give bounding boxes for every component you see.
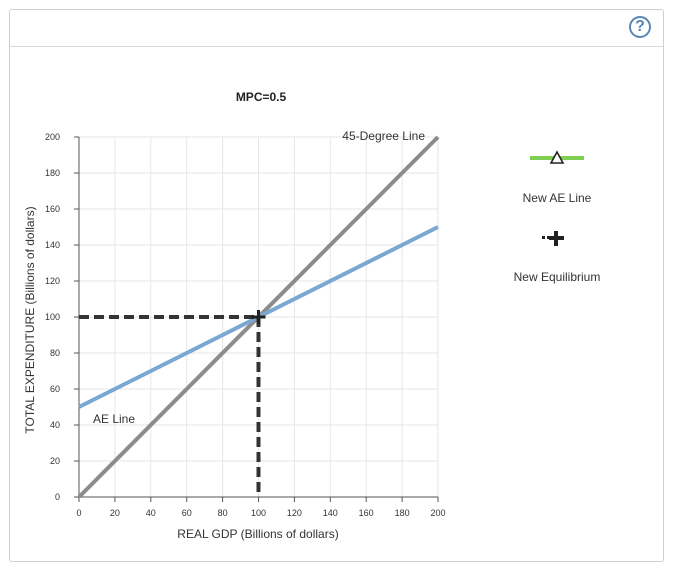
y-tick-label: 20 bbox=[50, 456, 60, 466]
y-tick-label: 60 bbox=[50, 384, 60, 394]
degree-45-line-label: 45-Degree Line bbox=[342, 129, 425, 143]
equilibrium-marker-icon bbox=[542, 231, 564, 246]
x-tick-label: 140 bbox=[323, 508, 338, 518]
y-tick-label: 140 bbox=[45, 240, 60, 250]
x-tick-label: 80 bbox=[218, 508, 228, 518]
y-tick-label: 180 bbox=[45, 168, 60, 178]
chart-title: MPC=0.5 bbox=[236, 90, 287, 104]
y-tick-label: 100 bbox=[45, 312, 60, 322]
new-ae-line-label: New AE Line bbox=[523, 191, 592, 205]
question-panel: ? bbox=[9, 9, 664, 562]
x-axis-label: REAL GDP (Billions of dollars) bbox=[177, 527, 338, 541]
x-tick-label: 0 bbox=[76, 508, 81, 518]
y-tick-label: 40 bbox=[50, 420, 60, 430]
equilibrium-guides bbox=[79, 310, 266, 497]
y-tick-label: 160 bbox=[45, 204, 60, 214]
x-tick-label: 20 bbox=[110, 508, 120, 518]
x-tick-label: 160 bbox=[359, 508, 374, 518]
x-tick-label: 180 bbox=[395, 508, 410, 518]
help-button[interactable]: ? bbox=[629, 16, 651, 38]
x-tick-label: 60 bbox=[182, 508, 192, 518]
new-ae-line-tool[interactable] bbox=[530, 150, 584, 164]
x-tick-label: 200 bbox=[430, 508, 445, 518]
panel-header: ? bbox=[10, 10, 663, 47]
x-tick-label: 100 bbox=[251, 508, 266, 518]
new-equilibrium-tool[interactable] bbox=[542, 231, 564, 246]
y-axis-label: TOTAL EXPENDITURE (Billions of dollars) bbox=[23, 206, 37, 433]
y-tick-label: 120 bbox=[45, 276, 60, 286]
y-tick-label: 0 bbox=[55, 492, 60, 502]
series-labels: 45-Degree Line AE Line bbox=[93, 129, 425, 426]
equilibrium-point[interactable] bbox=[251, 310, 266, 324]
ae-line-label: AE Line bbox=[93, 412, 135, 426]
y-tick-label: 200 bbox=[45, 132, 60, 142]
triangle-marker-icon bbox=[549, 150, 565, 164]
y-tick-label: 80 bbox=[50, 348, 60, 358]
new-equilibrium-label: New Equilibrium bbox=[514, 270, 601, 284]
x-tick-label: 40 bbox=[146, 508, 156, 518]
x-tick-label: 120 bbox=[287, 508, 302, 518]
